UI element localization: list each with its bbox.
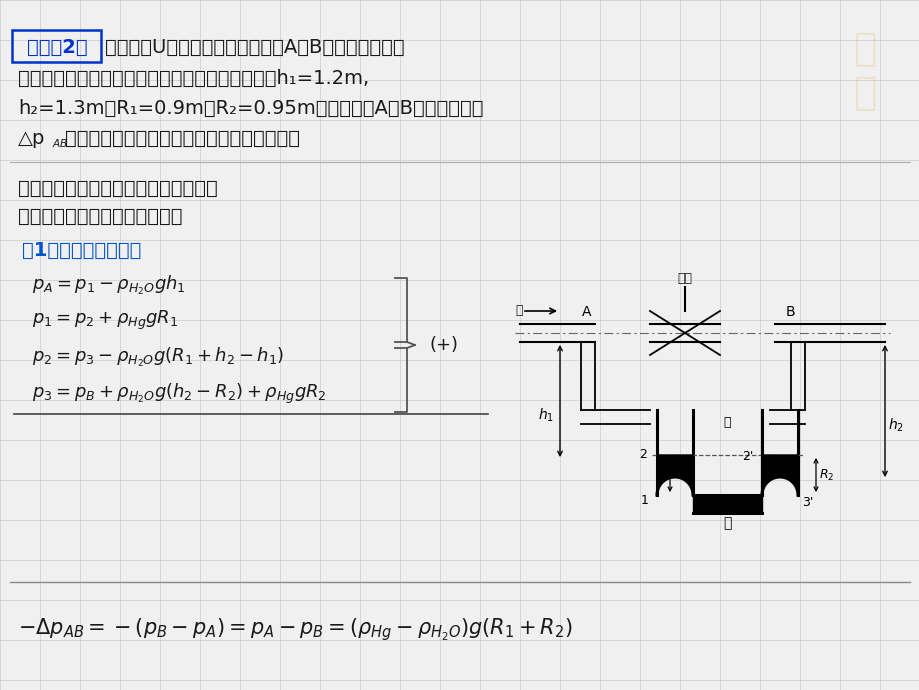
Text: 1: 1 bbox=[641, 493, 648, 506]
Text: $p_A = p_1 - \rho_{H_2O}gh_1$: $p_A = p_1 - \rho_{H_2O}gh_1$ bbox=[32, 273, 186, 297]
Text: 青
讲: 青 讲 bbox=[853, 30, 876, 112]
Text: 阀门: 阀门 bbox=[676, 273, 692, 286]
Polygon shape bbox=[656, 455, 692, 495]
Text: 为多少？（先推导关系式，再进行数值运算）: 为多少？（先推导关系式，再进行数值运算） bbox=[65, 128, 300, 148]
Text: (+): (+) bbox=[429, 336, 459, 354]
Text: $h_1$: $h_1$ bbox=[538, 406, 553, 424]
Text: B: B bbox=[784, 305, 794, 319]
Text: 用一复式U管压差计测定水流管道A、B两点压差，压差: 用一复式U管压差计测定水流管道A、B两点压差，压差 bbox=[105, 37, 404, 57]
Text: $R_2$: $R_2$ bbox=[818, 467, 834, 482]
Text: A: A bbox=[582, 305, 591, 319]
Text: $_{AB}$: $_{AB}$ bbox=[52, 135, 68, 150]
Text: $h_2$: $h_2$ bbox=[887, 416, 903, 434]
Text: 计指示液为汞，两段汞柱之间放的是水，今若测得h₁=1.2m,: 计指示液为汞，两段汞柱之间放的是水，今若测得h₁=1.2m, bbox=[18, 68, 369, 88]
Text: 3': 3' bbox=[801, 495, 812, 509]
Text: 2: 2 bbox=[639, 448, 646, 462]
Text: 液体，则需寻找等压面分段计算: 液体，则需寻找等压面分段计算 bbox=[18, 206, 182, 226]
Text: 1': 1' bbox=[697, 493, 708, 506]
Text: $-\Delta p_{AB} = -(p_B - p_A) = p_A - p_B = (\rho_{Hg} - \rho_{H_2O})g(R_1 + R_: $-\Delta p_{AB} = -(p_B - p_A) = p_A - p… bbox=[18, 617, 572, 643]
Text: $p_2 = p_3 - \rho_{H_2O}g(R_1 + h_2 - h_1)$: $p_2 = p_3 - \rho_{H_2O}g(R_1 + h_2 - h_… bbox=[32, 346, 284, 368]
Text: $p_1 = p_2 + \rho_{Hg}gR_1$: $p_1 = p_2 + \rho_{Hg}gR_1$ bbox=[32, 308, 178, 332]
Text: h₂=1.3m，R₁=0.9m，R₂=0.95m。问管道中A、B两点间的压差: h₂=1.3m，R₁=0.9m，R₂=0.95m。问管道中A、B两点间的压差 bbox=[18, 99, 483, 117]
Text: 水: 水 bbox=[723, 415, 731, 428]
Text: 汞: 汞 bbox=[722, 516, 731, 530]
Text: 3: 3 bbox=[745, 493, 753, 506]
Text: （1）首先推导关系式: （1）首先推导关系式 bbox=[22, 241, 142, 259]
Text: 2': 2' bbox=[742, 451, 753, 464]
Text: 解：因压差计内充填的为非连续性均质: 解：因压差计内充填的为非连续性均质 bbox=[18, 179, 218, 197]
Text: 水: 水 bbox=[515, 304, 522, 317]
Text: 【例题2】: 【例题2】 bbox=[27, 37, 87, 57]
Text: $R_1$: $R_1$ bbox=[673, 467, 687, 482]
Polygon shape bbox=[761, 455, 797, 495]
Text: $p_3 = p_B + \rho_{H_2O}g(h_2 - R_2) + \rho_{Hg}gR_2$: $p_3 = p_B + \rho_{H_2O}g(h_2 - R_2) + \… bbox=[32, 382, 326, 406]
Text: △p: △p bbox=[18, 128, 45, 148]
